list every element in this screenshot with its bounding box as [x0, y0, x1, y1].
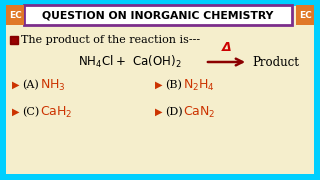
Text: The product of the reaction is---: The product of the reaction is---	[21, 35, 200, 45]
Text: (D): (D)	[165, 107, 183, 117]
Text: $\mathregular{+\ \ Ca(OH)_2}$: $\mathregular{+\ \ Ca(OH)_2}$	[115, 54, 182, 70]
Text: (A): (A)	[22, 80, 39, 90]
Bar	[12, 37, 17, 42]
Text: QUESTION ON INORGANIC CHEMISTRY: QUESTION ON INORGANIC CHEMISTRY	[42, 10, 274, 20]
Text: $\mathregular{NH_4Cl}$: $\mathregular{NH_4Cl}$	[78, 54, 114, 70]
Text: (C): (C)	[22, 107, 39, 117]
Text: $\mathregular{CaH_2}$: $\mathregular{CaH_2}$	[40, 104, 73, 120]
Text: ▶: ▶	[155, 107, 163, 117]
Text: $\mathregular{CaN_2}$: $\mathregular{CaN_2}$	[183, 104, 215, 120]
Bar	[10, 36, 18, 44]
Text: (B): (B)	[165, 80, 182, 90]
Text: EC: EC	[9, 10, 21, 19]
Text: EC: EC	[299, 10, 311, 19]
Text: ▶: ▶	[12, 80, 20, 90]
Bar	[6, 5, 24, 25]
Bar	[12, 37, 17, 42]
Text: $\mathregular{NH_3}$: $\mathregular{NH_3}$	[40, 77, 66, 93]
Text: Product: Product	[252, 55, 299, 69]
Text: ▶: ▶	[155, 80, 163, 90]
Bar	[296, 5, 314, 25]
Text: $\mathregular{N_2H_4}$: $\mathregular{N_2H_4}$	[183, 77, 215, 93]
Text: ▶: ▶	[12, 107, 20, 117]
Text: Δ: Δ	[222, 41, 232, 54]
Bar	[24, 5, 292, 25]
